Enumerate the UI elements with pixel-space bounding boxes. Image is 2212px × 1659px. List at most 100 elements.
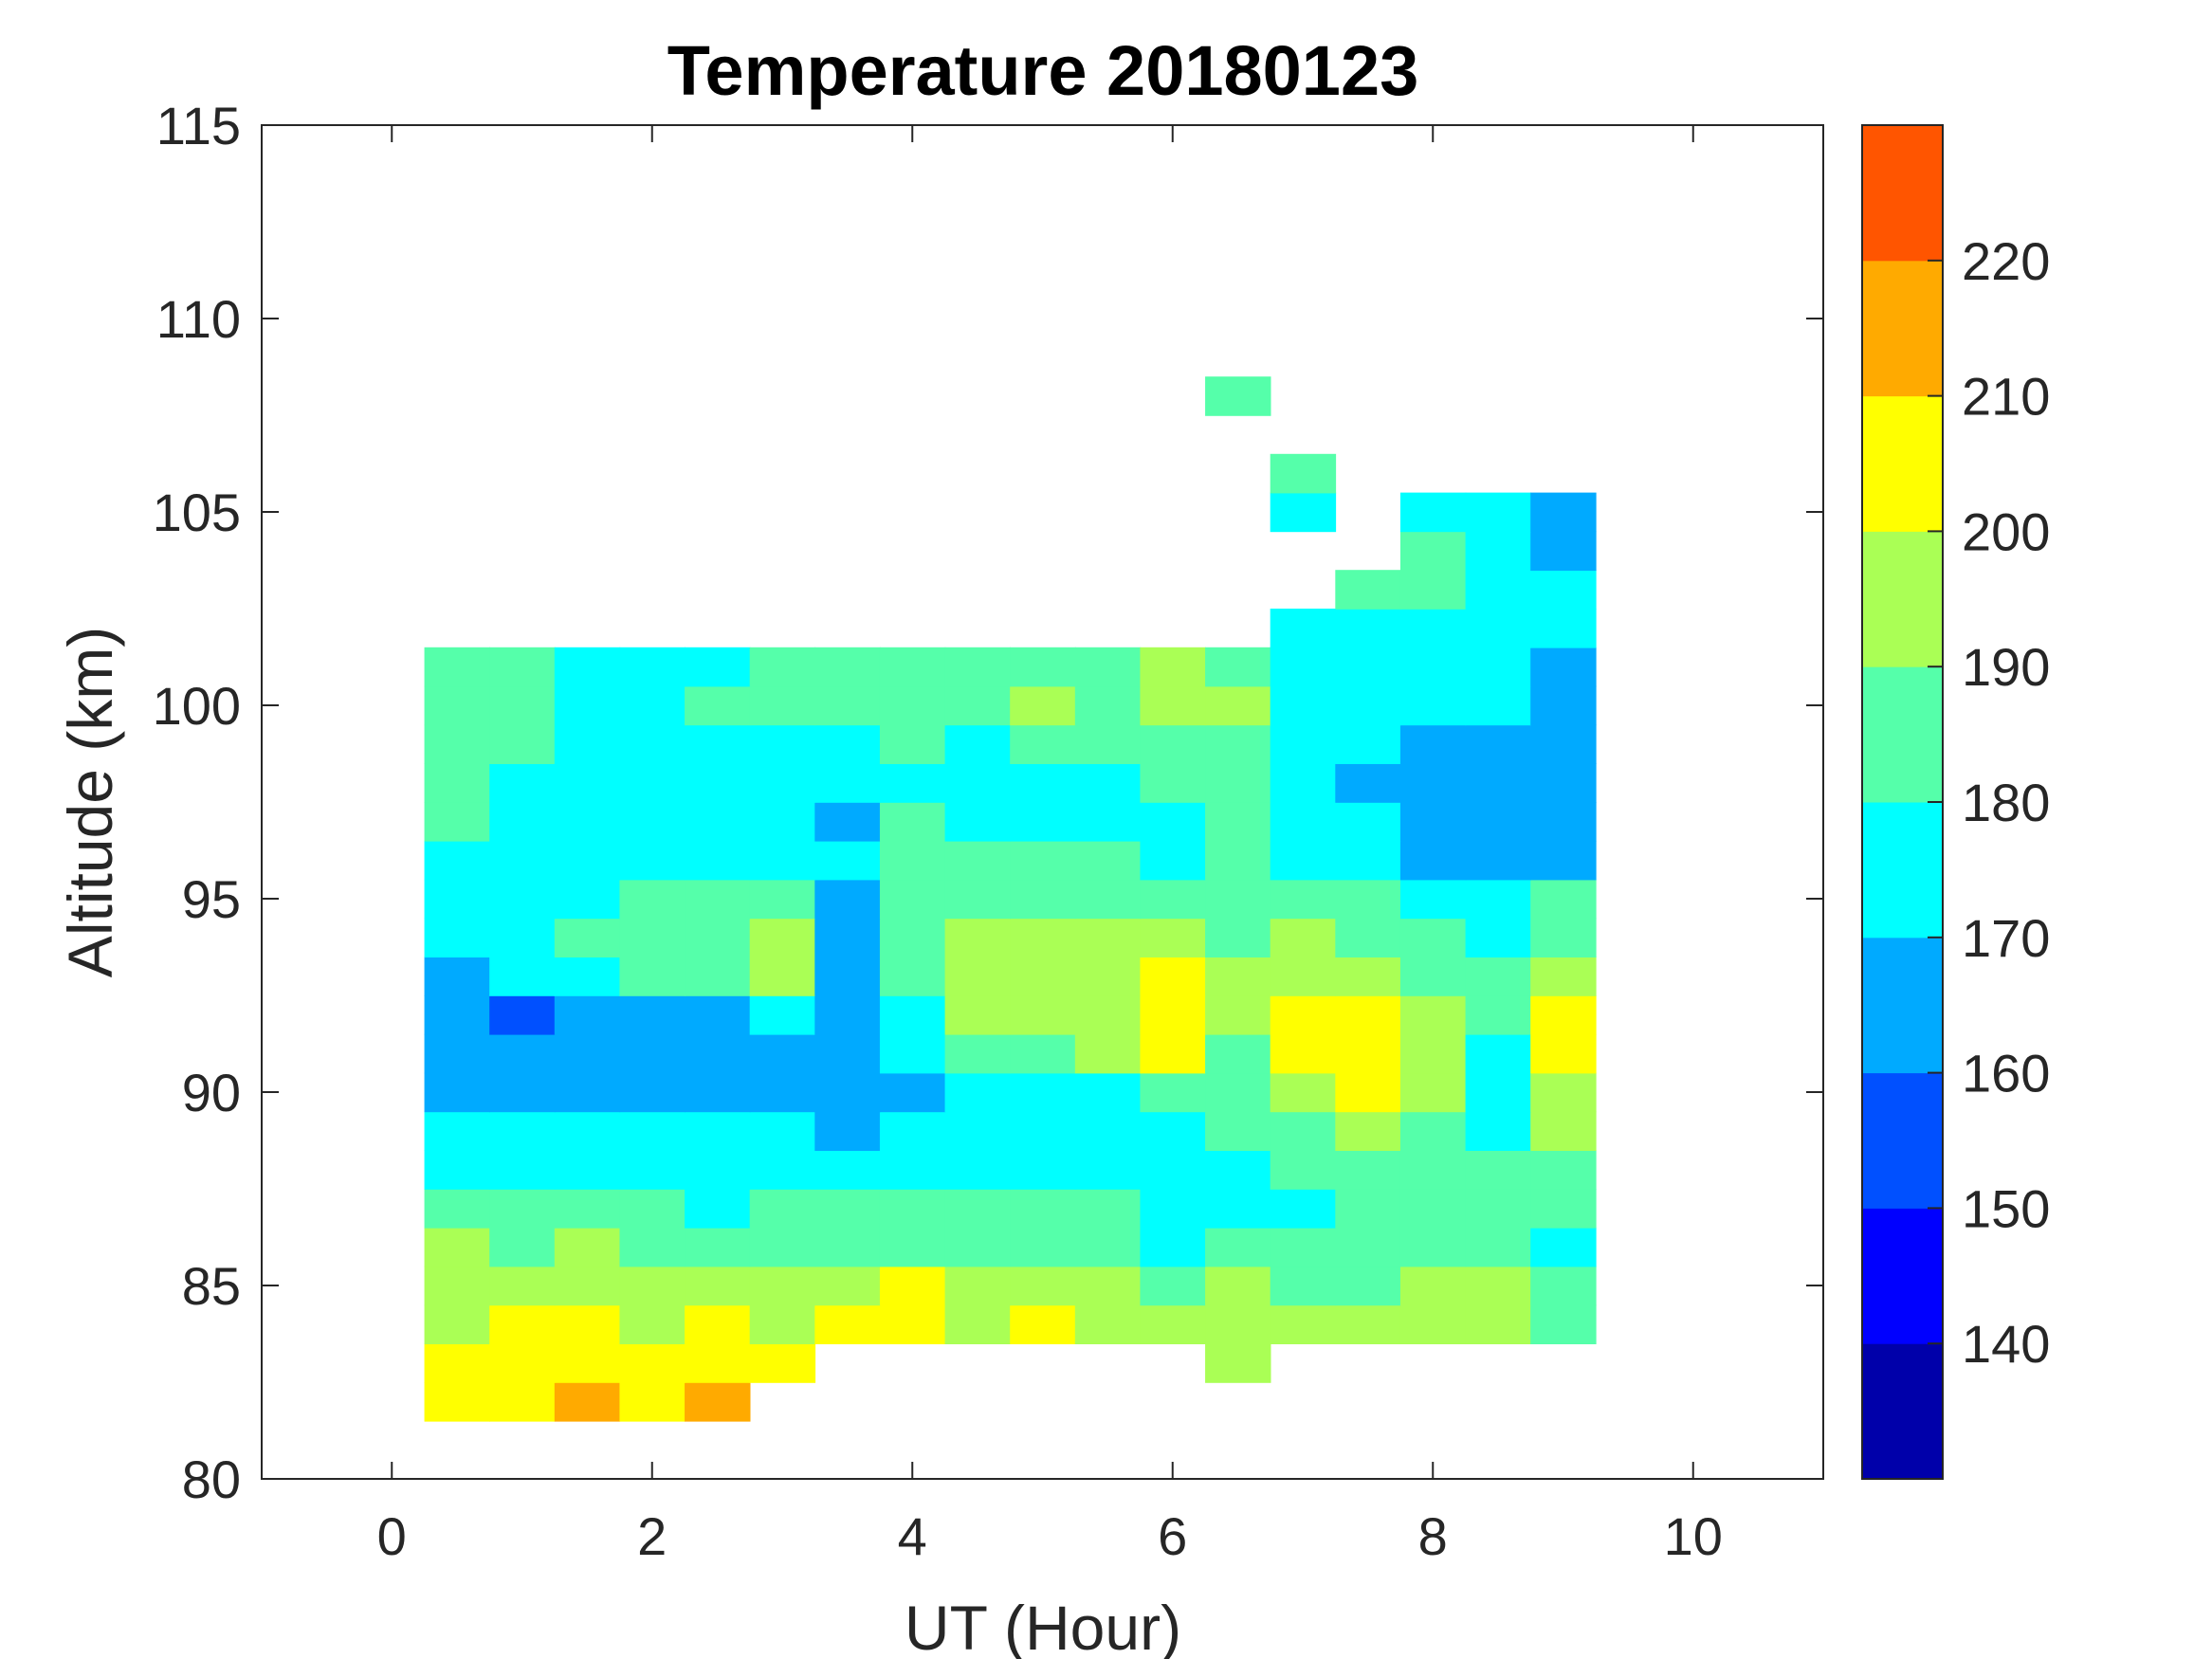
- y-axis-label: Altitude (km): [55, 627, 125, 977]
- contour-cell: [1465, 685, 1531, 726]
- contour-cell: [1465, 1189, 1531, 1229]
- chart-title: Temperature 20180123: [667, 31, 1419, 110]
- colorbar-tick-label: 170: [1962, 908, 2050, 968]
- contour-cell: [1465, 1033, 1531, 1074]
- contour-cell: [749, 685, 816, 726]
- x-axis: 0 2 4 6 8 10: [377, 125, 1723, 1566]
- contour-cell: [1010, 724, 1076, 764]
- contour-cell: [554, 685, 621, 726]
- contour-cell: [554, 802, 621, 842]
- contour-cell: [1074, 724, 1142, 764]
- contour-cell: [619, 1189, 686, 1229]
- contour-cell: [1140, 957, 1206, 996]
- contour-cell: [1074, 647, 1142, 687]
- contour-cell: [424, 763, 490, 803]
- contour-cell: [685, 763, 751, 803]
- contour-cell: [1074, 918, 1142, 957]
- contour-cell: [749, 957, 816, 996]
- contour-cell: [1010, 1304, 1076, 1344]
- contour-cell: [1270, 1072, 1337, 1113]
- contour-cell: [1335, 609, 1401, 648]
- contour-cell: [1335, 647, 1401, 687]
- contour-cell: [1010, 1189, 1076, 1229]
- contour-cell: [1465, 840, 1531, 881]
- contour-cell: [1335, 1150, 1401, 1190]
- contour-cell: [1530, 492, 1597, 533]
- contour-cell: [879, 1150, 946, 1190]
- contour-cell: [424, 995, 490, 1035]
- contour-cell: [1399, 609, 1467, 648]
- contour-cell: [1140, 1304, 1206, 1344]
- contour-cell: [554, 763, 621, 803]
- contour-cell: [1010, 1111, 1076, 1151]
- contour-cell: [424, 685, 490, 726]
- contour-cell: [685, 840, 751, 881]
- contour-cell: [489, 1227, 556, 1267]
- contour-cell: [619, 1111, 686, 1151]
- contour-cell: [944, 647, 1011, 687]
- contour-cell: [1399, 492, 1467, 533]
- contour-cell: [1010, 1150, 1076, 1190]
- contour-cell: [1465, 802, 1531, 842]
- contour-cell: [1399, 763, 1467, 803]
- contour-cell: [685, 1072, 751, 1113]
- contour-cell: [554, 1033, 621, 1074]
- contour-cell: [554, 1072, 621, 1113]
- contour-cell: [1335, 1304, 1401, 1344]
- contour-cell: [489, 724, 556, 764]
- contour-cell: [1530, 918, 1597, 957]
- contour-cell: [1399, 685, 1467, 726]
- contour-cell: [1205, 1227, 1271, 1267]
- contour-cell: [1399, 1072, 1467, 1113]
- contour-cell: [1335, 570, 1401, 610]
- colorbar-swatch: [1862, 1072, 1943, 1209]
- contour-cell: [1270, 1111, 1337, 1151]
- contour-cell: [1335, 957, 1401, 996]
- colorbar-tick-label: 200: [1962, 501, 2050, 561]
- contour-cell: [424, 1033, 490, 1074]
- contour-cell: [424, 1150, 490, 1190]
- colorbar: 140 150 160 170 180 190 200 210 220: [1861, 124, 2050, 1480]
- contour-cell: [814, 1227, 881, 1267]
- contour-cell: [685, 685, 751, 726]
- contour-cell: [1399, 724, 1467, 764]
- contour-cell: [1205, 685, 1271, 726]
- contour-cell: [1465, 1111, 1531, 1151]
- contour-cell: [944, 995, 1011, 1035]
- contour-cell: [879, 957, 946, 996]
- contour-cell: [1010, 1033, 1076, 1074]
- contour-cell: [619, 1033, 686, 1074]
- contour-cell: [1140, 802, 1206, 842]
- contour-cell: [489, 1111, 556, 1151]
- contour-cell: [619, 647, 686, 687]
- contour-cell: [554, 1150, 621, 1190]
- contour-cell: [424, 1111, 490, 1151]
- contour-cell: [685, 918, 751, 957]
- contour-cell: [1465, 957, 1531, 996]
- contour-cell: [1530, 609, 1597, 648]
- contour-cell: [554, 1382, 621, 1422]
- contour-cell: [944, 1189, 1011, 1229]
- contour-cell: [1530, 685, 1597, 726]
- contour-cell: [619, 995, 686, 1035]
- contour-cell: [424, 879, 490, 920]
- colorbar-tick-label: 220: [1962, 231, 2050, 291]
- contour-cell: [814, 1266, 881, 1306]
- contour-cell: [1465, 1304, 1531, 1344]
- contour-cell: [1140, 724, 1206, 764]
- contour-cell: [1205, 918, 1271, 957]
- y-tick-label: 115: [156, 96, 241, 155]
- contour-cell: [1205, 376, 1271, 416]
- contour-cell: [489, 1382, 556, 1422]
- contour-cell: [1530, 1189, 1597, 1229]
- contour-cell: [554, 647, 621, 687]
- contour-cell: [1140, 685, 1206, 726]
- contour-cell: [619, 1150, 686, 1190]
- contour-cell: [1074, 879, 1142, 920]
- contour-cell: [1270, 1033, 1337, 1074]
- contour-cell: [814, 879, 881, 920]
- contour-cell: [1205, 1343, 1271, 1383]
- contour-cell: [1335, 1227, 1401, 1267]
- contour-cell: [879, 1111, 946, 1151]
- contour-cell: [879, 1266, 946, 1306]
